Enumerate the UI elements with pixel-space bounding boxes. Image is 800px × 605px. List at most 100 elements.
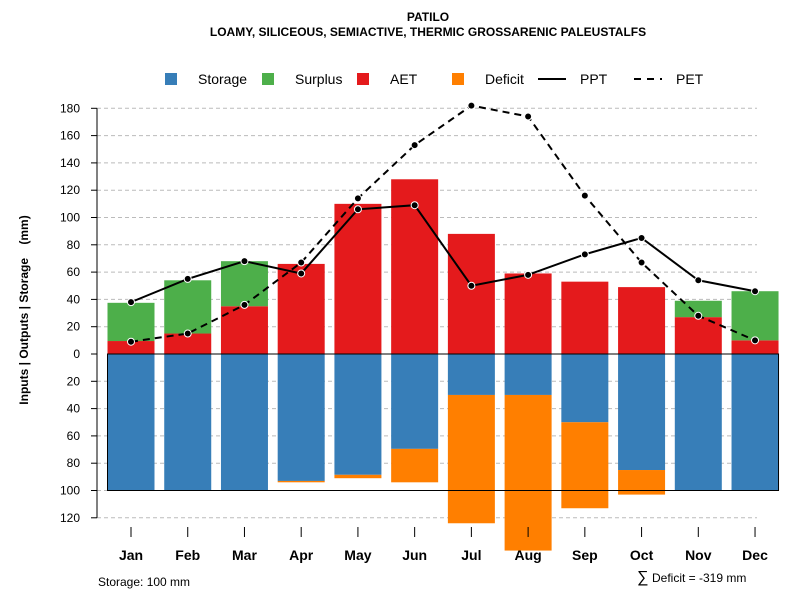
legend-swatch-storage (165, 73, 177, 85)
deficit-bar (391, 448, 439, 483)
storage-bar (561, 354, 609, 423)
ppt-point (297, 269, 306, 278)
surplus-bar (107, 302, 155, 342)
deficit-bar (334, 474, 382, 479)
legend-label-deficit: Deficit (485, 71, 524, 87)
y-tick-label: 60 (67, 429, 81, 443)
pet-point (694, 311, 703, 320)
pet-point (467, 101, 476, 110)
y-tick-label: 120 (60, 183, 80, 197)
storage-bar (447, 354, 495, 395)
legend-swatch-surplus (262, 73, 274, 85)
deficit-bar (447, 394, 495, 524)
storage-annotation: Storage: 100 mm (98, 575, 190, 589)
storage-bar (277, 354, 325, 481)
ppt-point (127, 298, 135, 307)
x-tick-label: Apr (289, 547, 314, 563)
pet-point (183, 329, 192, 338)
sum-symbol: ∑ (637, 569, 648, 586)
surplus-bar (731, 291, 779, 341)
y-tick-label: 80 (67, 238, 81, 252)
storage-capacity-outline (107, 353, 780, 491)
aet-bar (731, 340, 779, 354)
legend-swatch-deficit (452, 73, 464, 85)
surplus-bar (220, 261, 268, 307)
x-tick-label: Aug (515, 547, 542, 563)
storage-bar (391, 354, 439, 449)
ppt-point (240, 257, 249, 266)
ppt-point (524, 270, 533, 279)
storage-bar (220, 354, 268, 491)
x-tick-label: Mar (232, 547, 257, 563)
y-tick-label: 40 (67, 402, 81, 416)
x-tick-label: Jan (119, 547, 143, 563)
pet-point (751, 336, 760, 345)
aet-bar (561, 281, 609, 354)
x-tick-label: Dec (742, 547, 768, 563)
chart-subtitle: LOAMY, SILICEOUS, SEMIACTIVE, THERMIC GR… (210, 25, 646, 39)
aet-bar (277, 263, 325, 354)
deficit-bar (277, 480, 325, 483)
ppt-point (751, 287, 760, 296)
x-tick-label: Oct (630, 547, 654, 563)
pet-point (297, 258, 306, 267)
storage-bar (731, 354, 779, 491)
x-tick-label: May (344, 547, 371, 563)
y-tick-label: 100 (60, 211, 80, 225)
aet-bar (618, 287, 666, 354)
y-tick-label: 140 (60, 156, 80, 170)
deficit-bar (504, 394, 552, 551)
y-tick-label: 80 (67, 456, 81, 470)
storage-bar (334, 354, 382, 475)
aet-bar (107, 341, 155, 354)
y-tick-label: 20 (67, 320, 81, 334)
surplus-bar (674, 300, 722, 318)
ppt-point (694, 276, 703, 285)
storage-bar (504, 354, 552, 395)
ppt-point (637, 233, 646, 242)
x-tick-label: Jun (402, 547, 427, 563)
ppt-point (410, 201, 419, 210)
storage-bar (107, 354, 155, 491)
y-tick-label: 0 (73, 347, 80, 361)
legend-label-ppt: PPT (580, 71, 608, 87)
y-tick-label: 40 (67, 292, 81, 306)
legend-label-storage: Storage (198, 71, 247, 87)
legend-label-pet: PET (676, 71, 704, 87)
x-tick-label: Nov (685, 547, 712, 563)
aet-bar (504, 273, 552, 354)
pet-point (580, 191, 589, 200)
pet-point (524, 112, 533, 121)
pet-point (410, 141, 419, 150)
aet-bar (447, 233, 495, 354)
aet-bar (334, 203, 382, 354)
storage-bar (164, 354, 212, 491)
pet-point (240, 300, 249, 309)
ppt-point (467, 281, 476, 290)
aet-bar (220, 306, 268, 354)
ppt-point (353, 205, 362, 214)
legend-label-aet: AET (390, 71, 418, 87)
y-tick-label: 120 (60, 511, 80, 525)
legend-label-surplus: Surplus (295, 71, 342, 87)
y-tick-label: 20 (67, 374, 81, 388)
pet-point (637, 258, 646, 267)
ppt-point (183, 274, 192, 283)
y-tick-label: 60 (67, 265, 81, 279)
x-tick-label: Jul (461, 547, 481, 563)
deficit-bar (561, 422, 609, 509)
pet-point (127, 337, 135, 346)
ppt-line (130, 204, 756, 304)
storage-bar (618, 354, 666, 471)
deficit-sum-annotation: Deficit = -319 mm (652, 571, 746, 585)
legend-swatch-aet (357, 73, 369, 85)
ppt-point (580, 250, 589, 259)
storage-bar (674, 354, 722, 491)
pet-point (353, 194, 362, 203)
y-tick-label: 100 (60, 484, 80, 498)
chart-title: PATILO (407, 10, 449, 24)
x-tick-label: Feb (175, 547, 200, 563)
y-axis-label: Inputs | Outputs | Storage (mm) (17, 215, 31, 404)
x-tick-label: Sep (572, 547, 598, 563)
